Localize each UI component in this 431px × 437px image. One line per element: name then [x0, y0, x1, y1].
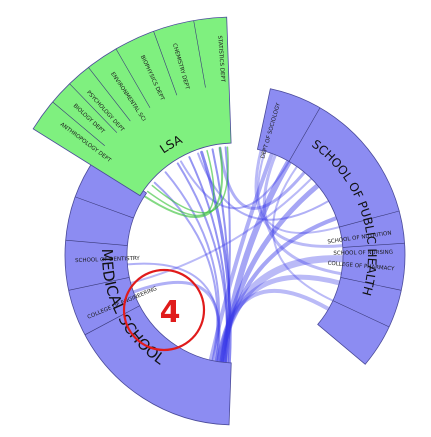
segment-label-1: SCHOOL OF DENTISTRY	[75, 256, 140, 264]
chord-18	[218, 146, 306, 210]
chord-23	[129, 177, 313, 284]
segment-divider-14	[193, 20, 206, 88]
chords-layer	[126, 146, 347, 366]
segment-divider-6	[342, 242, 405, 248]
chord-21	[262, 153, 343, 276]
group-public-health-arc	[256, 88, 406, 365]
chord-26	[151, 146, 229, 214]
segment-divider-7	[340, 277, 402, 291]
segment-divider-11	[88, 67, 131, 122]
chord-17	[197, 152, 330, 221]
chord-19	[254, 148, 345, 248]
segment-divider-1	[68, 277, 130, 291]
chord-8	[216, 255, 347, 366]
chord-0	[200, 150, 232, 365]
segment-divider-4	[288, 107, 321, 162]
annotation-circle	[122, 268, 206, 352]
group-medical-arc	[64, 156, 232, 426]
chord-5	[220, 158, 292, 366]
segment-divider-5	[339, 210, 400, 228]
chord-7	[219, 216, 339, 365]
segment-divider-8	[332, 300, 390, 328]
chord-9	[217, 274, 342, 365]
group-lsa-arc	[32, 16, 232, 197]
chord-15	[208, 151, 274, 363]
segment-divider-9	[52, 101, 105, 146]
segment-divider-13	[153, 31, 178, 96]
chord-16	[180, 160, 290, 210]
chord-24	[143, 147, 224, 219]
annotation-layer: 4	[122, 268, 206, 352]
chord-1	[211, 148, 231, 364]
chord-22	[272, 165, 334, 302]
segment-divider-10	[69, 83, 118, 133]
segment-divider-0	[84, 305, 140, 336]
chord-11	[132, 281, 221, 363]
ring-layer	[32, 16, 406, 426]
segment-label-3: SCHOOL OF NURSING	[333, 250, 393, 257]
annotation-number: 4	[160, 295, 181, 330]
chord-20	[257, 150, 341, 234]
segment-label-6: STATISTICS DEPT	[216, 35, 225, 83]
segment-divider-2	[65, 239, 128, 246]
chord-10	[216, 288, 331, 364]
segment-label-2: COLLEGE OF PHARMACY	[327, 261, 395, 273]
segment-divider-3	[75, 196, 134, 219]
chord-12	[126, 262, 221, 363]
segment-divider-12	[115, 48, 151, 108]
chord-13	[164, 171, 221, 363]
chord-6	[219, 183, 321, 365]
